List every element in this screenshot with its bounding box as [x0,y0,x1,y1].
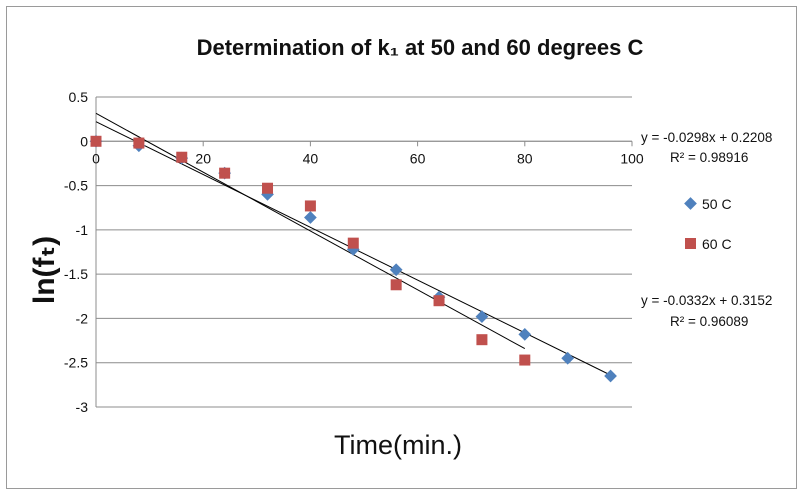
point-50c [304,211,317,224]
legend: 50 C 60 C [684,196,732,252]
point-50c [518,328,532,341]
axes [95,97,633,407]
point-60c [519,354,531,366]
legend-marker-60c [685,238,696,249]
chart-frame [6,6,797,489]
point-60c [476,334,488,346]
trendline-equation-50c: y = -0.0298x + 0.2208 [641,130,772,145]
y-tick-label: -1 [76,222,89,238]
legend-label-50c: 50 C [702,196,732,212]
point-60c [133,137,145,149]
y-tick-label: -1.5 [64,266,88,282]
point-60c [347,237,359,249]
y-tick-label: -2 [76,310,89,326]
chart-title: Determination of k₁ at 50 and 60 degrees… [197,35,644,60]
tick-labels: 0.50-0.5-1-1.5-2-2.5-30 20 40 60 80 100 [64,89,644,415]
trendline-60c [95,112,526,350]
point-60c [433,295,445,307]
x-tick-label: 80 [517,150,533,166]
y-tick-label: -2.5 [64,355,88,371]
x-tick-label: 40 [303,150,319,166]
point-60c [390,279,402,291]
x-axis-label: Time(min.) [334,430,462,460]
y-tick-label: 0.5 [69,89,89,105]
y-axis-label: ln(fₜ) [28,236,61,304]
trendline-r2-50c: R² = 0.98916 [670,150,748,165]
point-50c [389,263,403,277]
trendline-equation-60c: y = -0.0332x + 0.3152 [641,293,772,308]
legend-label-60c: 60 C [702,236,732,252]
data-points [89,134,617,383]
trendline-r2-60c: R² = 0.96089 [670,314,748,329]
x-tick-label: 60 [410,150,426,166]
point-50c [604,369,617,383]
gridlines [96,96,632,408]
x-tick-label: 100 [620,150,644,166]
point-60c [219,167,231,179]
x-tick-label: 0 [92,150,100,166]
point-60c [304,200,316,212]
point-60c [176,151,188,163]
legend-marker-50c [684,197,697,210]
y-tick-label: -3 [76,399,89,415]
point-60c [90,135,102,147]
y-tick-label: -0.5 [64,178,88,194]
y-tick-label: 0 [80,133,88,149]
point-60c [262,182,274,194]
x-tick-label: 20 [195,150,211,166]
point-50c [475,310,489,324]
